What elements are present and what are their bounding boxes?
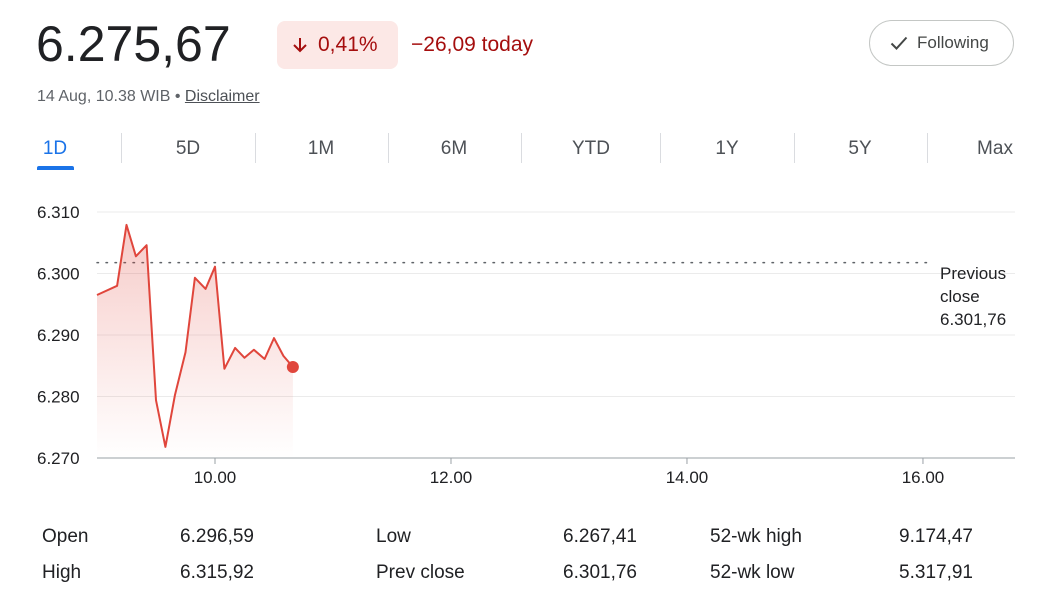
tab-separator (255, 133, 256, 163)
y-tick-label: 6.270 (37, 449, 80, 468)
stat-label: 52-wk high (710, 526, 802, 547)
stat-value: 6.301,76 (563, 562, 637, 583)
change-badge: 0,41% (277, 21, 398, 69)
change-percent: 0,41% (318, 33, 378, 56)
following-button[interactable]: Following (869, 20, 1014, 66)
x-tick-label: 14.00 (666, 468, 709, 487)
tab-separator (388, 133, 389, 163)
following-label: Following (917, 33, 989, 52)
y-tick-label: 6.310 (37, 203, 80, 222)
x-tick-label: 16.00 (902, 468, 945, 487)
timestamp-row: 14 Aug, 10.38 WIB • Disclaimer (37, 86, 260, 108)
tab-separator (121, 133, 122, 163)
price: 6.275,67 (36, 16, 231, 72)
price-line (96, 223, 294, 448)
tab-separator (521, 133, 522, 163)
stat-label: Low (376, 526, 411, 547)
x-tick-label: 10.00 (194, 468, 237, 487)
stat-value: 6.296,59 (180, 526, 254, 547)
previous-close-label: Previous close (940, 264, 1007, 306)
stat-value: 9.174,47 (899, 526, 973, 547)
stat-value: 6.315,92 (180, 562, 254, 583)
y-tick-label: 6.300 (37, 265, 80, 284)
timestamp: 14 Aug, 10.38 WIB • (37, 88, 181, 105)
stat-value: 5.317,91 (899, 562, 973, 583)
range-tab[interactable]: Max (977, 138, 1013, 159)
range-tab[interactable]: 5Y (848, 138, 872, 159)
active-tab-indicator (37, 166, 74, 170)
price-area (97, 224, 293, 458)
stat-label: Prev close (376, 562, 465, 583)
change-today: −26,09 today (411, 33, 534, 56)
range-tab[interactable]: 1Y (715, 138, 739, 159)
tab-separator (660, 133, 661, 163)
range-tab[interactable]: 1D (42, 138, 68, 159)
disclaimer-link[interactable]: Disclaimer (184, 88, 260, 105)
y-tick-label: 6.280 (37, 388, 80, 407)
current-point (286, 360, 299, 373)
y-tick-label: 6.290 (37, 326, 80, 345)
tab-separator (927, 133, 928, 163)
stat-label: 52-wk low (710, 562, 795, 583)
check-icon (890, 36, 908, 50)
range-tab[interactable]: 6M (440, 138, 468, 159)
previous-close-annotation: Previous close 6.301,76 (940, 262, 1020, 331)
tab-separator (794, 133, 795, 163)
range-tab[interactable]: 1M (307, 138, 335, 159)
range-tab[interactable]: YTD (572, 138, 610, 159)
stat-value: 6.267,41 (563, 526, 637, 547)
down-arrow-icon (293, 38, 307, 53)
range-tab[interactable]: 5D (175, 138, 201, 159)
previous-close-value: 6.301,76 (940, 310, 1007, 329)
stat-label: High (42, 562, 82, 583)
stat-label: Open (42, 526, 89, 547)
x-tick-label: 12.00 (430, 468, 473, 487)
